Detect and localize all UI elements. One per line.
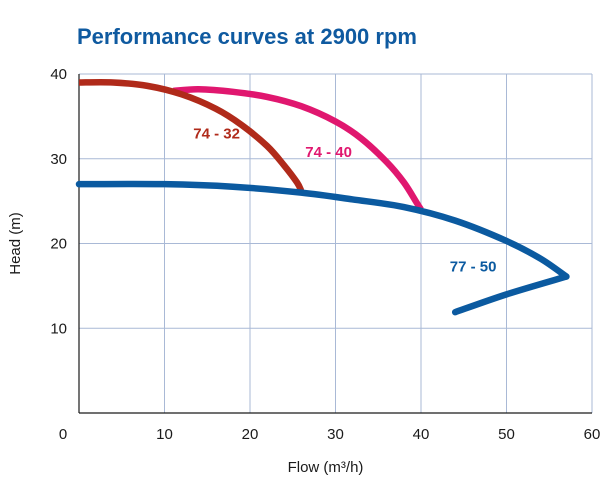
x-axis-label: Flow (m³/h): [288, 459, 364, 476]
x-tick-label: 0: [59, 426, 67, 443]
chart-title: Performance curves at 2900 rpm: [77, 24, 417, 49]
x-tick-label: 60: [584, 426, 601, 443]
series-74-32-curve: [78, 78, 305, 193]
y-tick-label: 40: [50, 66, 67, 83]
y-tick-label: 20: [50, 236, 67, 253]
y-tick-label: 10: [50, 320, 67, 337]
series-74-40-curve: [172, 86, 424, 212]
x-tick-label: 20: [242, 426, 259, 443]
series-77-50-curve: [75, 180, 570, 280]
y-axis-label: Head (m): [7, 212, 24, 275]
series-77-50-curve-return: [451, 273, 570, 316]
series-label-74-40: 74 - 40: [305, 144, 352, 161]
y-tick-label: 30: [50, 151, 67, 168]
x-tick-label: 50: [498, 426, 515, 443]
x-tick-label: 10: [156, 426, 173, 443]
x-tick-label: 40: [413, 426, 430, 443]
series-label-77-50: 77 - 50: [450, 258, 497, 275]
series-label-74-32: 74 - 32: [193, 125, 240, 142]
x-tick-label: 30: [327, 426, 344, 443]
